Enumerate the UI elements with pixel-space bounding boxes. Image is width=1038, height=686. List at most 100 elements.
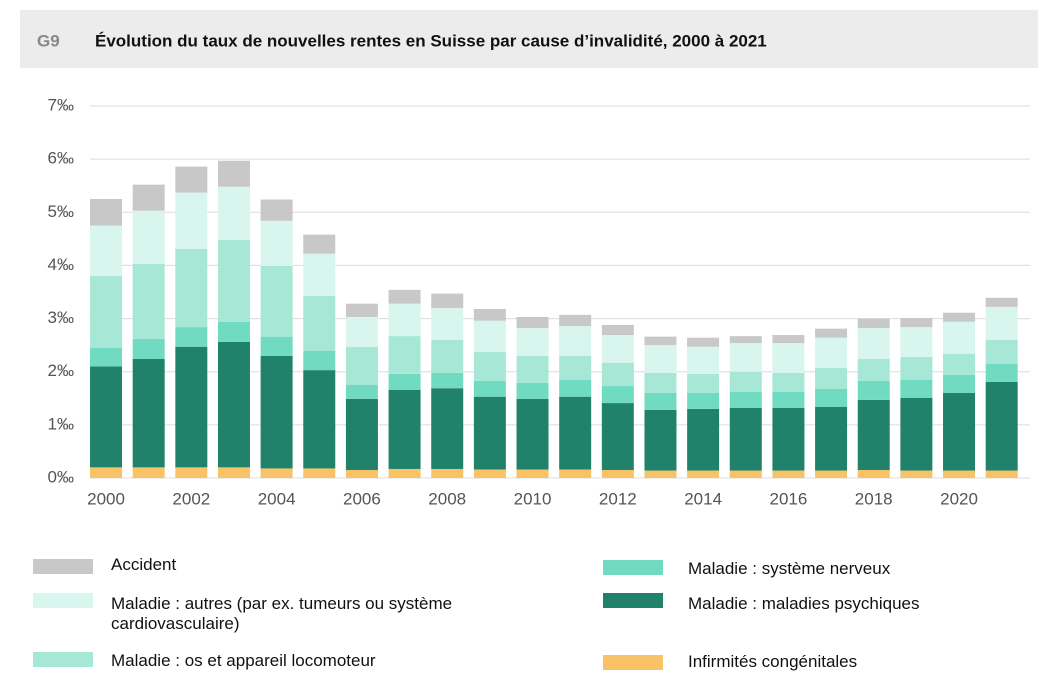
bar-segment	[388, 336, 421, 374]
bar-segment	[559, 379, 592, 397]
bar-segment	[772, 335, 805, 344]
bar-segment	[857, 328, 890, 359]
legend-swatch	[33, 593, 93, 608]
bar-segment	[431, 339, 464, 373]
bar-segment	[559, 396, 592, 470]
bar-segment	[175, 192, 208, 249]
bar-segment	[175, 327, 208, 347]
legend-swatch	[603, 593, 663, 608]
bar-segment	[90, 366, 123, 468]
bar-segment	[345, 346, 378, 385]
bar-segment	[132, 467, 165, 478]
legend-label: Maladie : autres (par ex. tumeurs ou sys…	[111, 594, 453, 633]
bar-segment	[90, 347, 123, 367]
bar-segment	[772, 343, 805, 373]
bar-segment	[473, 320, 506, 353]
chart-title: Évolution du taux de nouvelles rentes en…	[95, 31, 767, 50]
bar-segment	[175, 166, 208, 193]
bar-segment	[772, 407, 805, 471]
y-tick-label: 5‰	[48, 202, 74, 221]
bar-segment	[345, 398, 378, 471]
bar-segment	[431, 372, 464, 389]
bar-segment	[175, 346, 208, 468]
bar-segment	[260, 468, 293, 478]
bar-segment	[388, 303, 421, 337]
bar-segment	[772, 372, 805, 392]
bar-segment	[687, 470, 720, 478]
x-tick-label: 2018	[855, 489, 893, 508]
bar-segment	[815, 470, 848, 478]
bar-segment	[815, 367, 848, 389]
bar-segment	[473, 352, 506, 381]
bar-segment	[516, 328, 549, 356]
bar-segment	[217, 186, 250, 240]
legend-swatch	[33, 559, 93, 574]
bar-segment	[900, 397, 933, 471]
legend-label: Maladie : maladies psychiques	[688, 594, 920, 613]
bar-segment	[260, 199, 293, 221]
bar-segment	[260, 336, 293, 356]
bar-segment	[132, 184, 165, 211]
bar-segment	[601, 324, 634, 336]
legend-swatch	[33, 652, 93, 667]
bar-segment	[473, 396, 506, 470]
bar-segment	[345, 385, 378, 399]
bar-segment	[132, 358, 165, 468]
legend-swatch	[603, 655, 663, 670]
legend-swatch	[603, 560, 663, 575]
bar-segment	[601, 386, 634, 404]
bar-segment	[431, 307, 464, 340]
bar-segment	[644, 392, 677, 410]
bar-segment	[260, 220, 293, 266]
legend-label: Infirmités congénitales	[688, 652, 858, 671]
bar-segment	[516, 316, 549, 329]
bar-segment	[516, 469, 549, 478]
bar-segment	[644, 372, 677, 393]
bar-segment	[943, 353, 976, 375]
bar-segment	[857, 318, 890, 329]
chart-code: G9	[37, 31, 60, 50]
y-tick-label: 2‰	[48, 361, 74, 380]
bar-segment	[217, 467, 250, 478]
bar-segment	[303, 468, 336, 478]
bar-segment	[303, 350, 336, 371]
bar-segment	[388, 468, 421, 478]
bar-segment	[772, 391, 805, 408]
y-tick-label: 1‰	[48, 414, 74, 433]
bar-segment	[644, 470, 677, 478]
y-tick-label: 0‰	[48, 467, 74, 486]
bar-segment	[943, 374, 976, 393]
bar-segment	[388, 389, 421, 469]
bar-segment	[431, 388, 464, 469]
y-tick-label: 7‰	[48, 95, 74, 114]
y-tick-label: 6‰	[48, 149, 74, 168]
bar-segment	[644, 409, 677, 471]
bar-segment	[601, 403, 634, 471]
bar-segment	[601, 470, 634, 478]
bar-segment	[431, 293, 464, 308]
bar-segment	[985, 306, 1018, 340]
bar-segment	[815, 388, 848, 407]
bar-segment	[943, 470, 976, 478]
bar-segment	[217, 341, 250, 468]
x-tick-label: 2012	[599, 489, 637, 508]
bar-segment	[687, 373, 720, 393]
bar-segment	[473, 309, 506, 321]
bar-segment	[473, 380, 506, 397]
bar-segment	[729, 470, 762, 478]
bar-segment	[516, 355, 549, 383]
legend-label: Maladie : système nerveux	[688, 559, 891, 578]
bar-segment	[303, 234, 336, 254]
x-tick-label: 2002	[172, 489, 210, 508]
bar-segment	[303, 370, 336, 469]
bar-segment	[601, 335, 634, 363]
bar-segment	[132, 338, 165, 359]
bar-segment	[431, 468, 464, 478]
bar-segment	[815, 337, 848, 368]
bar-segment	[687, 337, 720, 347]
bar-segment	[345, 303, 378, 317]
x-tick-label: 2020	[940, 489, 978, 508]
x-tick-label: 2004	[258, 489, 296, 508]
bar-segment	[345, 316, 378, 347]
